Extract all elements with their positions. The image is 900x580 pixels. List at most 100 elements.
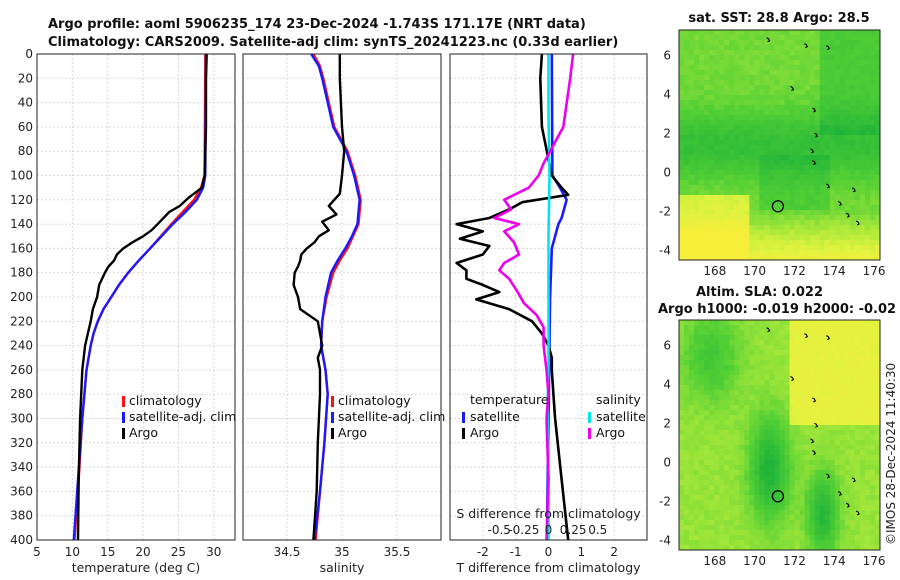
map-cell: [719, 85, 725, 91]
map-cell: [769, 450, 775, 456]
map-cell: [724, 345, 730, 351]
map-cell: [799, 155, 806, 161]
map-cell: [684, 440, 690, 446]
map-cell: [839, 435, 846, 441]
map-cell: [699, 170, 705, 176]
map-cell: [749, 235, 755, 241]
map-cell: [809, 100, 816, 106]
map-cell: [764, 520, 770, 526]
map-cell: [834, 90, 841, 96]
map-cell: [719, 520, 725, 526]
map-cell: [694, 325, 700, 331]
map-cell: [819, 345, 826, 351]
map-cell: [779, 155, 785, 161]
map-cell: [769, 400, 775, 406]
map-cell: [784, 525, 790, 531]
map-cell: [804, 460, 811, 466]
map-cell: [714, 145, 720, 151]
map-cell: [874, 430, 881, 436]
map-cell: [754, 40, 760, 46]
map-cell: [739, 425, 745, 431]
map-cell: [749, 465, 755, 471]
map-cell: [704, 460, 710, 466]
map-cell: [854, 170, 861, 176]
map-cell: [819, 450, 826, 456]
map-cell: [759, 340, 765, 346]
map-cell: [849, 525, 856, 531]
map-cell: [694, 105, 700, 111]
y-tick-label: 120: [10, 193, 33, 207]
y-tick-label: 180: [10, 266, 33, 280]
map-cell: [839, 225, 846, 231]
map-cell: [874, 40, 881, 46]
map-cell: [854, 90, 861, 96]
map-cell: [814, 180, 821, 186]
map-cell: [679, 85, 685, 91]
map-cell: [774, 120, 780, 126]
map-cell: [719, 250, 725, 256]
map-cell: [764, 390, 770, 396]
map-cell: [709, 435, 715, 441]
y-tick-label: 40: [18, 96, 33, 110]
map-cell: [749, 55, 755, 61]
map-cell: [744, 250, 750, 256]
map-cell: [804, 465, 811, 471]
y-tick-label: 0: [25, 47, 33, 61]
map-cell: [744, 105, 750, 111]
map-cell: [869, 60, 876, 66]
map-cell: [709, 140, 715, 146]
map-y-tick-label: 4: [663, 87, 671, 101]
map-cell: [714, 180, 720, 186]
map-cell: [744, 425, 750, 431]
map-cell: [679, 155, 685, 161]
map-cell: [719, 230, 725, 236]
map-cell: [729, 240, 735, 246]
map-cell: [719, 195, 725, 201]
map-cell: [779, 175, 785, 181]
map-cell: [804, 385, 811, 391]
map-cell: [754, 110, 760, 116]
map-cell: [839, 210, 846, 216]
map-cell: [699, 385, 705, 391]
map-cell: [699, 330, 705, 336]
map-cell: [799, 200, 806, 206]
map-cell: [759, 530, 765, 536]
map-cell: [799, 190, 806, 196]
map-cell: [689, 120, 695, 126]
map-cell: [684, 170, 690, 176]
map-cell: [724, 135, 730, 141]
map-cell: [679, 250, 685, 256]
map-cell: [679, 485, 685, 491]
map-cell: [844, 155, 851, 161]
map-cell: [789, 485, 795, 491]
map-cell: [809, 350, 816, 356]
map-cell: [734, 445, 740, 451]
map-cell: [774, 525, 780, 531]
map-cell: [724, 385, 730, 391]
map-cell: [694, 230, 700, 236]
map-cell: [769, 405, 775, 411]
map-cell: [869, 170, 876, 176]
map-cell: [869, 45, 876, 51]
map-cell: [854, 195, 861, 201]
map-cell: [834, 425, 841, 431]
map-cell: [874, 525, 881, 531]
map-cell: [709, 535, 715, 541]
map-cell: [714, 540, 720, 546]
map-cell: [804, 120, 811, 126]
map-cell: [874, 425, 881, 431]
map-cell: [829, 85, 836, 91]
map-cell: [694, 155, 700, 161]
y-tick-label: 240: [10, 339, 33, 353]
map-cell: [849, 545, 856, 551]
map-cell: [774, 230, 780, 236]
map-cell: [729, 370, 735, 376]
map-cell: [724, 140, 730, 146]
map-cell: [729, 245, 735, 251]
map-cell: [854, 110, 861, 116]
map-cell: [874, 505, 881, 511]
map-cell: [694, 470, 700, 476]
map-cell: [754, 195, 760, 201]
map-cell: [754, 405, 760, 411]
map-cell: [829, 430, 836, 436]
